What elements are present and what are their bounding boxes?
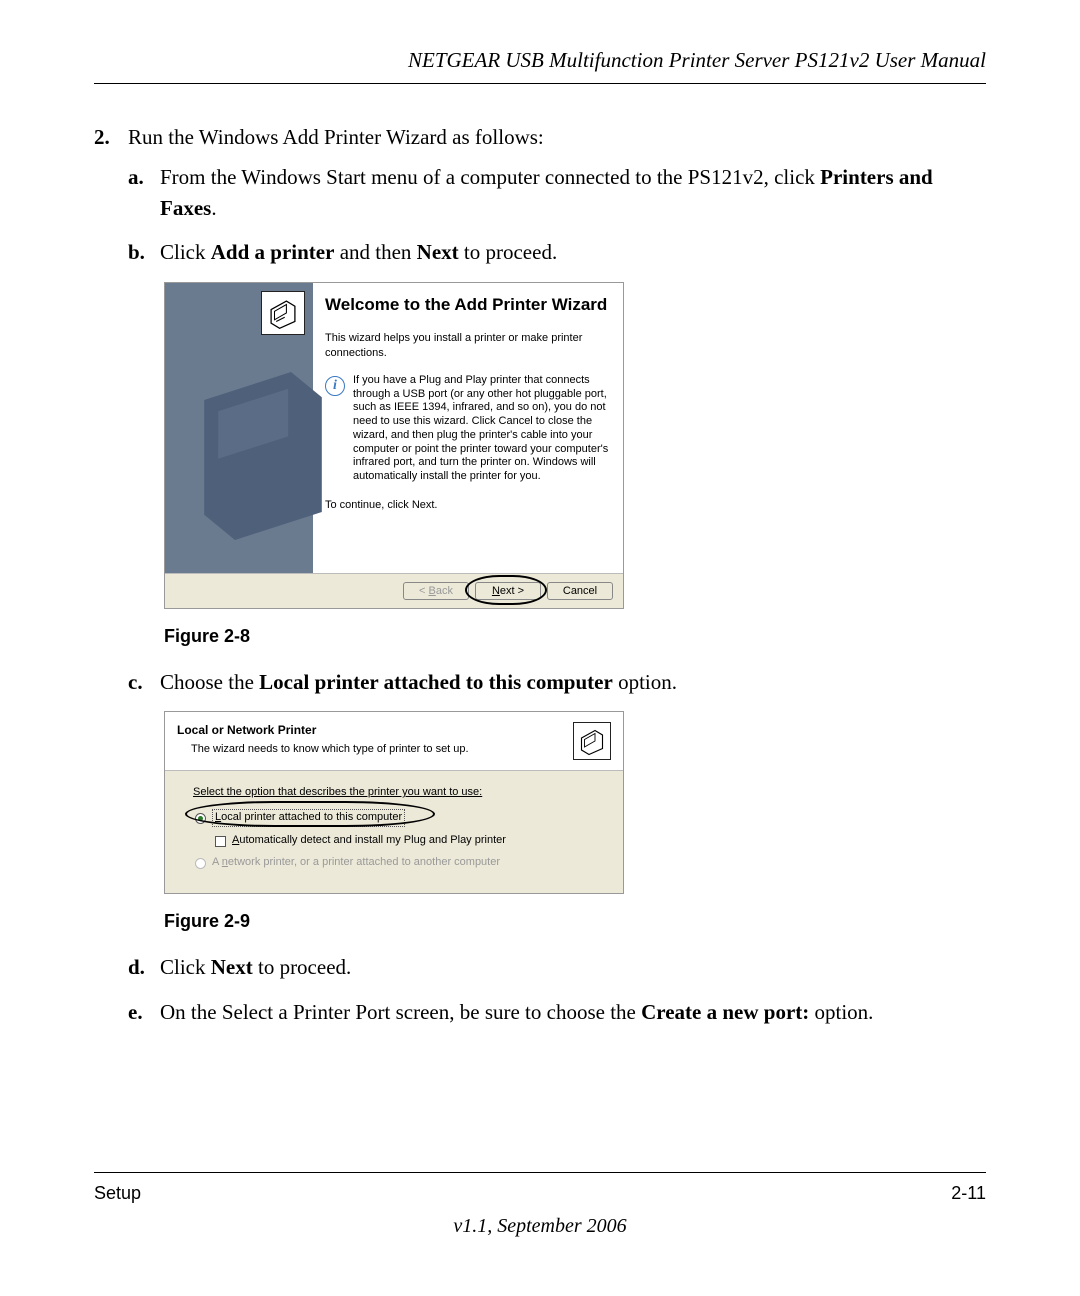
page-content: 2. Run the Windows Add Printer Wizard as… (94, 122, 986, 1027)
wizard-title: Welcome to the Add Printer Wizard (325, 293, 611, 318)
wizard-welcome-dialog: Welcome to the Add Printer Wizard This w… (164, 282, 624, 609)
footer-rule (94, 1172, 986, 1173)
wizard2-instruction: Select the option that describes the pri… (193, 785, 595, 801)
substep-d-text: Click Next to proceed. (160, 952, 351, 982)
cancel-button[interactable]: Cancel (547, 582, 613, 600)
checkbox-icon (215, 836, 226, 847)
wizard-info-box: i If you have a Plug and Play printer th… (325, 374, 611, 484)
printer-banner-icon (193, 371, 333, 541)
substep-e-letter: e. (128, 997, 152, 1027)
substep-a-text: From the Windows Start menu of a compute… (160, 162, 986, 223)
substep-b-letter: b. (128, 237, 152, 267)
next-button[interactable]: Next > (475, 582, 541, 600)
option-auto-detect-label: Automatically detect and install my Plug… (232, 833, 506, 849)
substep-a-letter: a. (128, 162, 152, 223)
wizard2-header: Local or Network Printer The wizard need… (165, 712, 623, 771)
figure-2-8-label: Figure 2-8 (164, 623, 986, 649)
substep-b: b. Click Add a printer and then Next to … (128, 237, 986, 267)
figure-2-8: Welcome to the Add Printer Wizard This w… (164, 282, 986, 609)
option-network-printer[interactable]: A network printer, or a printer attached… (195, 855, 595, 871)
step-2-text: Run the Windows Add Printer Wizard as fo… (128, 122, 544, 152)
printer-header-icon (573, 722, 611, 760)
substep-e-text: On the Select a Printer Port screen, be … (160, 997, 873, 1027)
substep-d-letter: d. (128, 952, 152, 982)
substep-e: e. On the Select a Printer Port screen, … (128, 997, 986, 1027)
substep-b-text: Click Add a printer and then Next to pro… (160, 237, 557, 267)
wizard-left-panel (165, 283, 313, 573)
wizard2-body: Select the option that describes the pri… (165, 771, 623, 893)
wizard-continue-text: To continue, click Next. (325, 498, 611, 514)
figure-2-9-label: Figure 2-9 (164, 908, 986, 934)
page-header-title: NETGEAR USB Multifunction Printer Server… (94, 48, 986, 73)
wizard-right-panel: Welcome to the Add Printer Wizard This w… (313, 283, 623, 573)
page-footer: Setup 2-11 (94, 1172, 986, 1204)
footer-page-number: 2-11 (951, 1183, 986, 1204)
wizard2-subtitle: The wizard needs to know which type of p… (191, 742, 469, 758)
footer-version: v1.1, September 2006 (0, 1215, 1080, 1238)
option-auto-detect[interactable]: Automatically detect and install my Plug… (215, 833, 595, 849)
header-rule (94, 83, 986, 84)
substep-d: d. Click Next to proceed. (128, 952, 986, 982)
wizard-local-network-dialog: Local or Network Printer The wizard need… (164, 711, 624, 894)
wizard-info-text: If you have a Plug and Play printer that… (353, 374, 611, 484)
back-button[interactable]: < Back (403, 582, 469, 600)
substep-a: a. From the Windows Start menu of a comp… (128, 162, 986, 223)
printer-small-icon (261, 291, 305, 335)
substep-c-text: Choose the Local printer attached to thi… (160, 667, 677, 697)
step-2-number: 2. (94, 122, 118, 152)
option-local-printer[interactable]: Local printer attached to this computer (195, 809, 595, 827)
footer-section: Setup (94, 1183, 141, 1204)
substep-c: c. Choose the Local printer attached to … (128, 667, 986, 697)
wizard-button-row: < Back Next > Cancel (165, 573, 623, 608)
radio-unselected-icon (195, 858, 206, 869)
wizard2-title: Local or Network Printer (177, 722, 469, 739)
wizard-description: This wizard helps you install a printer … (325, 331, 611, 360)
figure-2-9: Local or Network Printer The wizard need… (164, 711, 986, 894)
substep-c-letter: c. (128, 667, 152, 697)
option-local-printer-label: Local printer attached to this computer (212, 809, 405, 827)
radio-selected-icon (195, 813, 206, 824)
step-2: 2. Run the Windows Add Printer Wizard as… (94, 122, 986, 152)
option-network-printer-label: A network printer, or a printer attached… (212, 855, 500, 871)
